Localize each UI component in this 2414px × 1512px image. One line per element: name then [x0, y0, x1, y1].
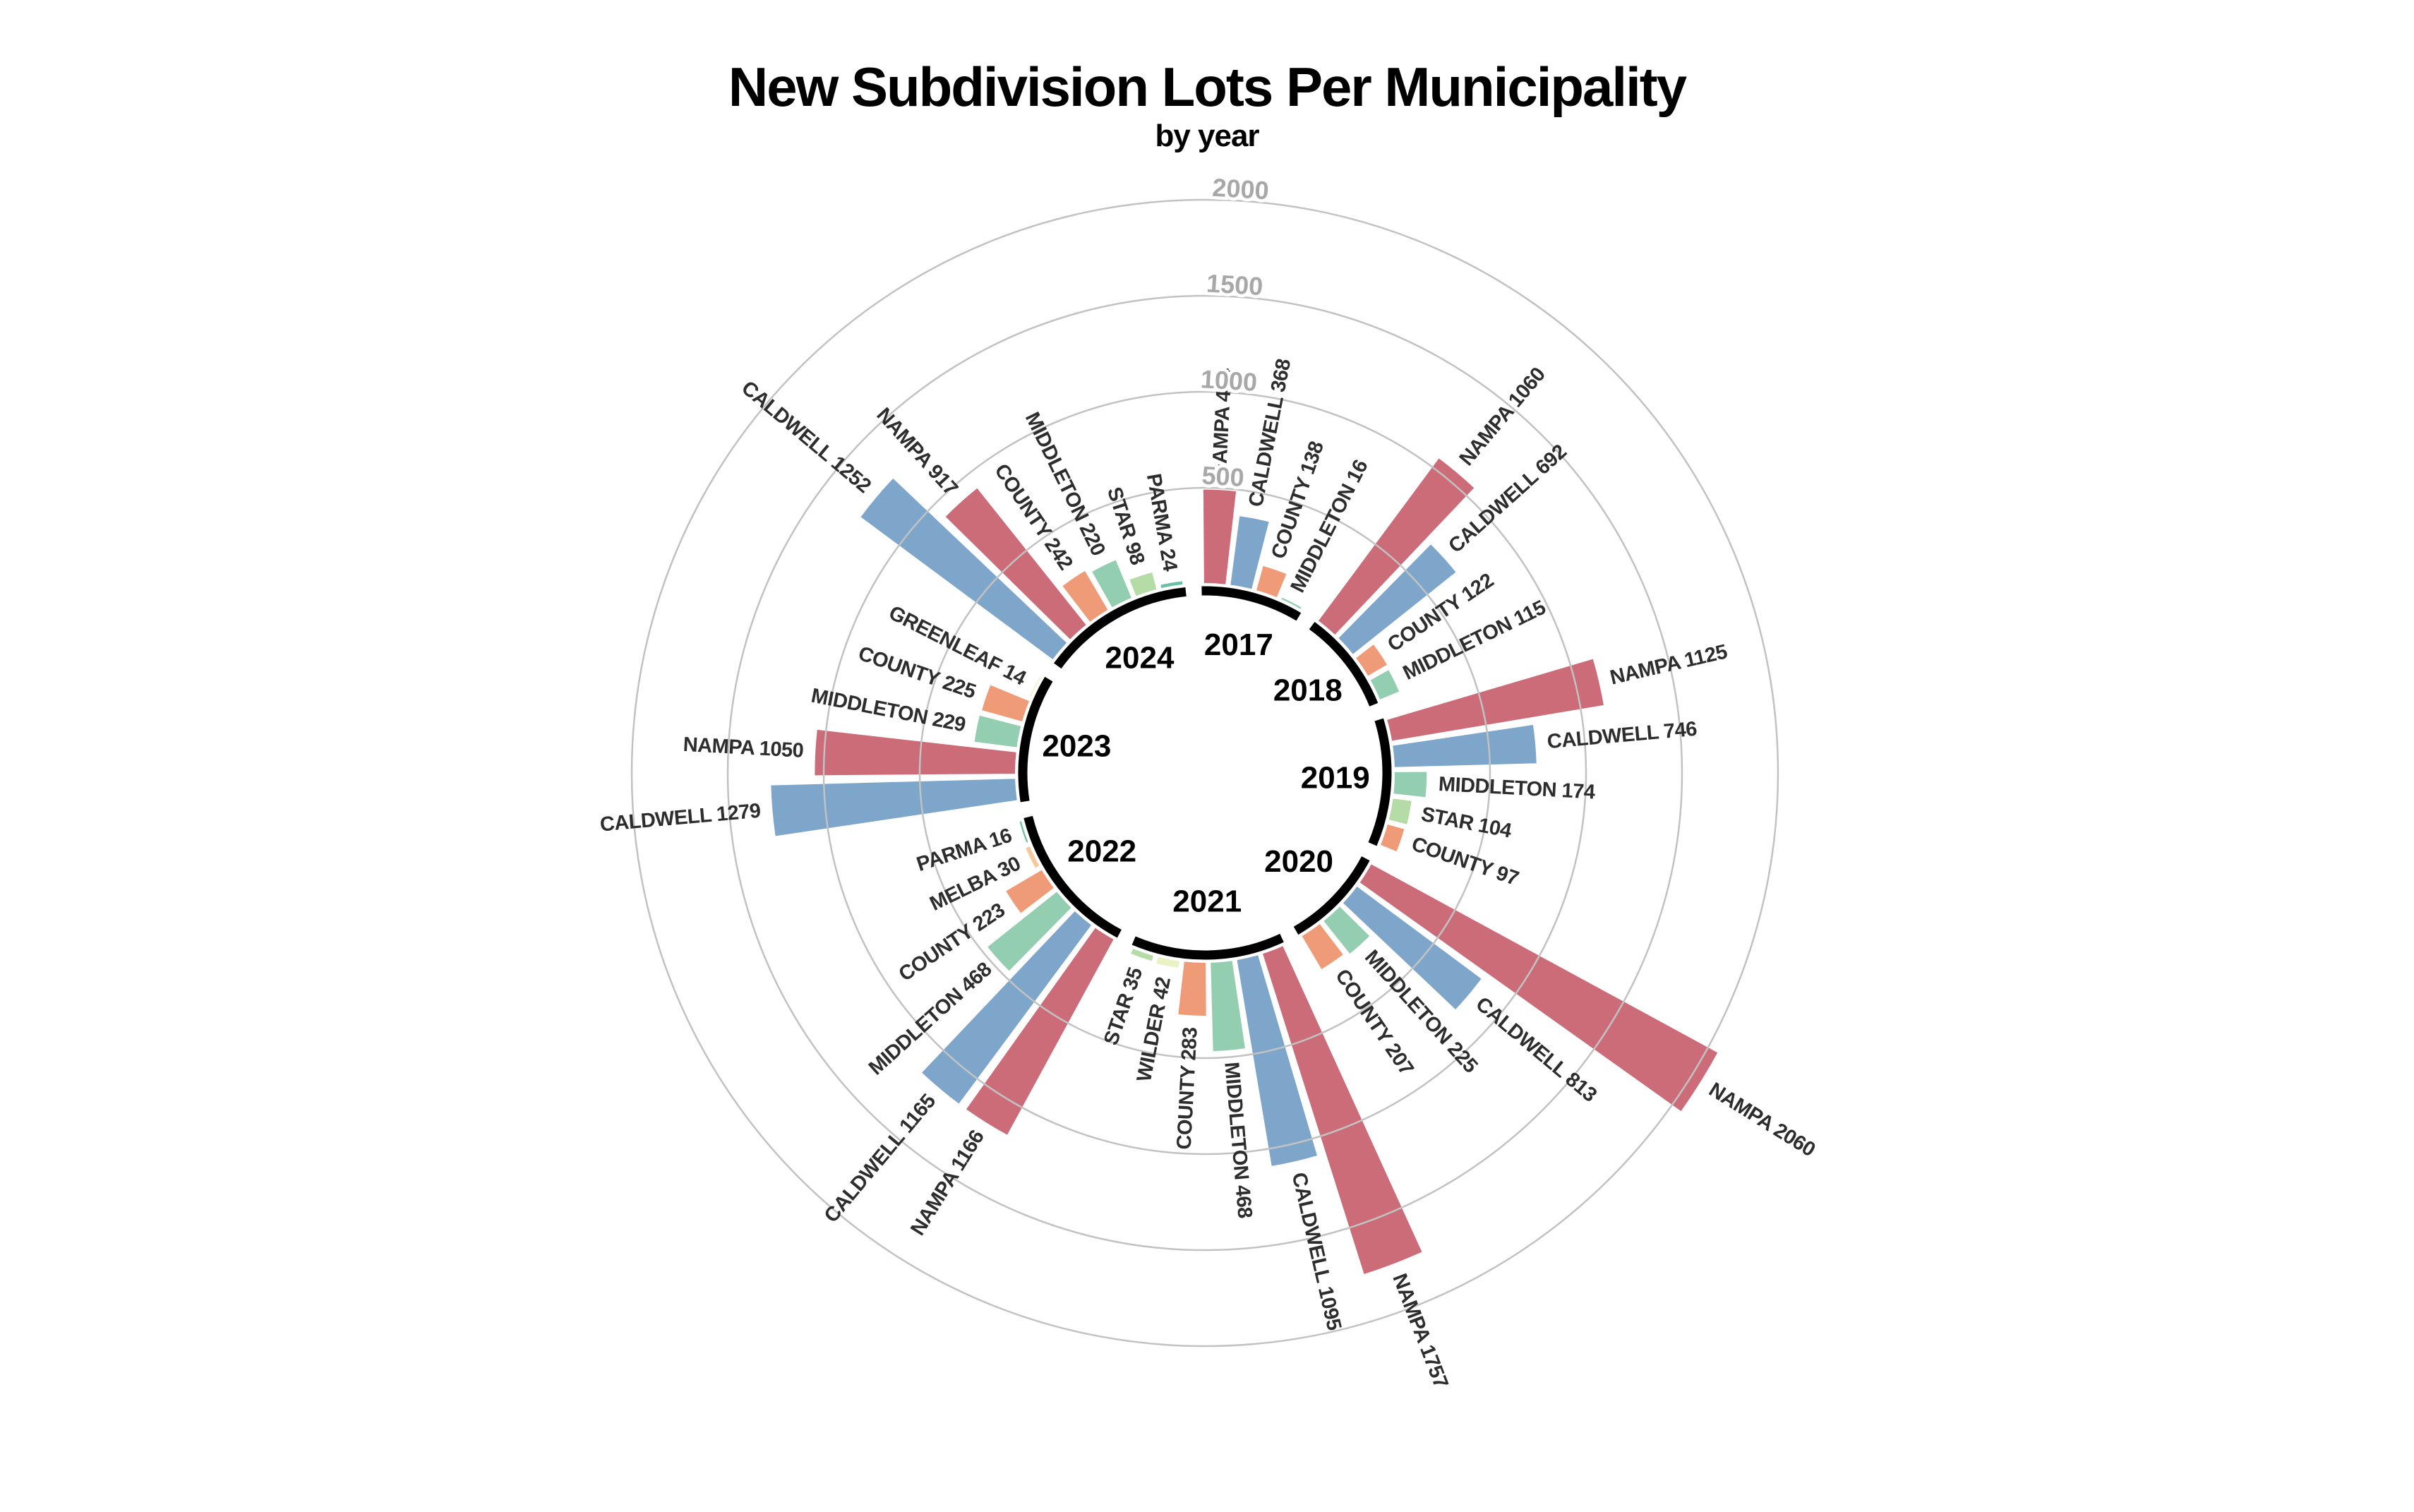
bar-2020-county	[1299, 922, 1345, 971]
chart-title: New Subdivision Lots Per Municipality	[728, 56, 1687, 118]
radial-tick-label-1000: 1000	[1200, 364, 1258, 397]
year-label-2021: 2021	[1172, 884, 1242, 919]
year-ring-arc-2019	[1368, 718, 1392, 846]
bar-2019-county	[1379, 822, 1406, 853]
year-label-2023: 2023	[1042, 728, 1111, 763]
gridline-circle-1500	[726, 294, 1683, 1252]
bar-2024-county	[1060, 569, 1110, 624]
bar-label-2020-nampa: NAMPA 2060	[1705, 1079, 1819, 1162]
bar-2024-caldwell	[858, 476, 1069, 661]
gridline-circle-500	[918, 486, 1491, 1060]
bar-2022-nampa	[964, 925, 1116, 1137]
bar-2023-nampa	[813, 728, 1018, 777]
radial-tick-label-500: 500	[1201, 461, 1244, 493]
bar-2017-county	[1254, 564, 1288, 599]
bar-2019-middleton	[1392, 770, 1429, 799]
bar-2021-county	[1177, 960, 1208, 1017]
year-ring-arc-2017	[1201, 586, 1302, 621]
bar-2022-melba	[1023, 844, 1041, 870]
year-ring-arc-2024	[1054, 587, 1187, 669]
bar-2021-star	[1129, 947, 1155, 963]
bar-2019-caldwell	[1391, 723, 1538, 769]
year-ring-arc-2023	[1018, 676, 1053, 803]
bars-layer	[769, 456, 1719, 1276]
bar-2019-nampa	[1385, 657, 1606, 743]
bar-label-2019-nampa: NAMPA 1125	[1608, 640, 1729, 689]
bar-label-2023-caldwell: CALDWELL 1279	[599, 800, 762, 836]
bar-2020-caldwell	[1341, 884, 1484, 1012]
year-ring-arc-2021	[1131, 933, 1284, 960]
bar-label-2019-middleton: MIDDLETON 174	[1438, 773, 1596, 804]
bar-2020-middleton	[1321, 904, 1372, 956]
bar-2024-parma	[1158, 580, 1184, 590]
bar-2017-nampa	[1201, 488, 1238, 586]
bar-label-2021-star: STAR 35	[1100, 965, 1147, 1048]
bar-label-2021-county: COUNTY 283	[1173, 1026, 1202, 1150]
inner-ring-layer	[1018, 586, 1392, 960]
chart-subtitle: by year	[1155, 119, 1259, 153]
bar-2018-caldwell	[1336, 542, 1458, 656]
bar-2018-county	[1354, 642, 1389, 678]
bar-2022-county	[1004, 868, 1056, 916]
bar-2022-parma	[1018, 820, 1030, 844]
radial-tick-label-2000: 2000	[1211, 173, 1269, 205]
bar-label-2018-middleton: MIDDLETON 115	[1400, 596, 1549, 685]
bar-2023-middleton	[973, 714, 1023, 749]
bar-label-2024-caldwell: CALDWELL 1252	[737, 377, 875, 498]
gridline-circle-2000	[630, 198, 1779, 1348]
radial-tick-labels-layer: 500 1000 1500 2000	[1196, 169, 1273, 495]
year-label-2022: 2022	[1067, 834, 1136, 869]
year-label-2017: 2017	[1204, 628, 1273, 662]
bar-2017-caldwell	[1229, 514, 1271, 591]
bar-2024-middleton	[1090, 558, 1134, 609]
bar-2024-star	[1127, 570, 1158, 598]
bar-2023-caldwell	[769, 777, 1019, 838]
year-label-2020: 2020	[1264, 844, 1333, 879]
bar-label-2021-nampa: NAMPA 1757	[1388, 1271, 1452, 1391]
bar-label-2018-nampa: NAMPA 1060	[1455, 364, 1550, 470]
bar-2018-nampa	[1316, 456, 1477, 637]
bar-2019-star	[1387, 797, 1413, 827]
bar-2021-nampa	[1261, 944, 1424, 1276]
bar-2021-caldwell	[1235, 953, 1319, 1168]
bar-2021-wilder	[1155, 955, 1181, 970]
year-ring-arc-2020	[1293, 856, 1370, 935]
bar-label-2021-middleton: MIDDLETON 468	[1220, 1061, 1256, 1219]
bar-2023-county	[980, 683, 1031, 724]
bar-2022-caldwell	[920, 909, 1093, 1106]
bar-label-2024-star: STAR 98	[1103, 484, 1149, 568]
radial-tick-label-1500: 1500	[1206, 268, 1263, 301]
bar-label-2019-caldwell: CALDWELL 746	[1547, 718, 1698, 753]
bar-label-2021-caldwell: CALDWELL 1095	[1287, 1170, 1346, 1333]
year-label-2024: 2024	[1105, 640, 1175, 675]
bar-2018-middleton	[1369, 668, 1401, 702]
bar-2024-nampa	[943, 486, 1088, 642]
gridline-circle-1000	[822, 390, 1587, 1156]
bar-2022-middleton	[985, 889, 1074, 973]
bar-2023-greenleaf	[1028, 674, 1043, 699]
bar-2021-middleton	[1209, 959, 1247, 1053]
gridlines-layer	[630, 198, 1779, 1348]
bar-2017-middleton	[1279, 596, 1304, 611]
bar-label-2022-nampa: NAMPA 1166	[906, 1126, 989, 1240]
year-ring-arc-2018	[1309, 622, 1379, 707]
year-label-2018: 2018	[1273, 673, 1343, 708]
bar-label-2023-nampa: NAMPA 1050	[683, 733, 804, 762]
year-label-2019: 2019	[1301, 760, 1370, 795]
year-ring-arc-2022	[1023, 815, 1122, 938]
bar-2020-nampa	[1357, 862, 1719, 1113]
bar-label-2019-star: STAR 104	[1419, 803, 1513, 843]
